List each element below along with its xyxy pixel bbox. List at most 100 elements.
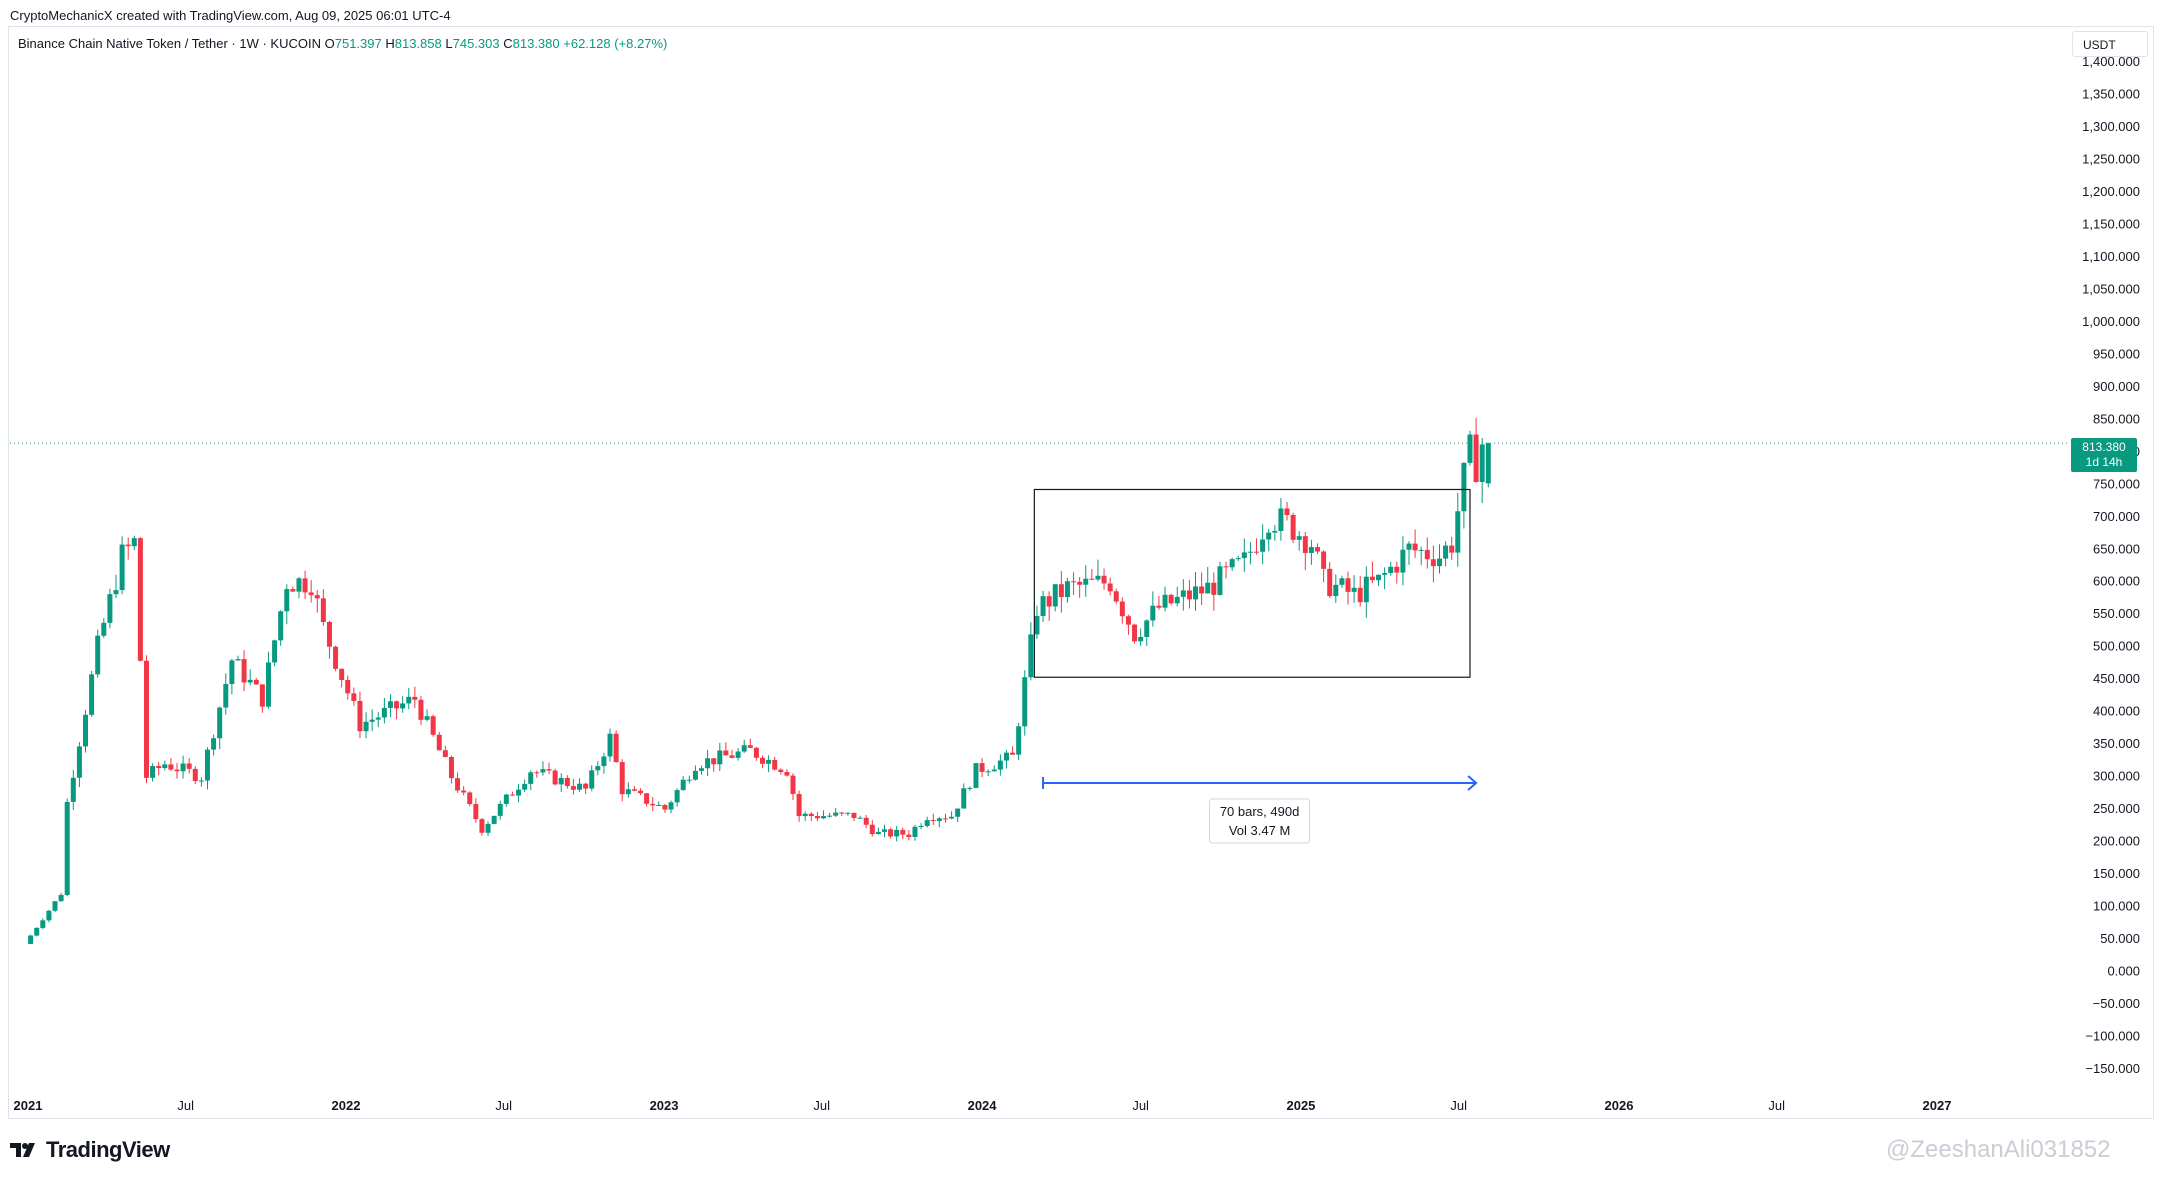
- candle-body: [729, 755, 735, 758]
- candle-body: [1095, 575, 1101, 580]
- price-axis-label: 1,150.000: [2082, 216, 2140, 231]
- price-axis-label: 1,000.000: [2082, 314, 2140, 329]
- time-axis-label: Jul: [1768, 1098, 1785, 1113]
- measure-arrow-head: [1467, 775, 1478, 791]
- low-label: L: [445, 36, 453, 51]
- candle-body: [1101, 575, 1107, 584]
- price-axis-label: 300.000: [2093, 769, 2140, 784]
- date-range-measure[interactable]: 70 bars, 490d Vol 3.47 M: [1042, 775, 1478, 844]
- candle-body: [1266, 532, 1272, 540]
- chart-credit: CryptoMechanicX created with TradingView…: [10, 8, 451, 23]
- candle-body: [198, 780, 204, 782]
- price-axis-label: 550.000: [2093, 606, 2140, 621]
- candle-body: [997, 760, 1003, 770]
- candle-body: [1168, 594, 1174, 604]
- candle-body: [1272, 530, 1278, 533]
- candle-body: [479, 819, 485, 833]
- candle-body: [607, 733, 613, 757]
- candle-body: [1223, 566, 1229, 568]
- candle-body: [1162, 594, 1168, 608]
- candle-body: [1315, 547, 1321, 552]
- candle-body: [40, 920, 46, 928]
- candle-body: [900, 829, 906, 835]
- candle-body: [491, 815, 497, 824]
- candle-body: [34, 927, 40, 936]
- time-axis[interactable]: 2021 Jul 2022 Jul 2023 Jul 2024 Jul 2025 Jul 2026 J…: [14, 1098, 1952, 1113]
- candle-body: [302, 578, 308, 593]
- candle-body: [741, 745, 747, 752]
- candle-body: [894, 829, 900, 837]
- candle-body: [89, 674, 95, 715]
- candle-body: [662, 805, 668, 810]
- tradingview-logo[interactable]: TradingView: [10, 1137, 170, 1163]
- candle-body: [1119, 601, 1125, 617]
- currency-selector[interactable]: USDT: [2072, 31, 2148, 57]
- candle-body: [1351, 587, 1357, 592]
- price-axis-label: 150.000: [2093, 866, 2140, 881]
- price-axis-label: 450.000: [2093, 671, 2140, 686]
- candle-body: [1284, 508, 1290, 515]
- candle-body: [143, 660, 149, 778]
- candle-body: [906, 834, 912, 837]
- measure-bars-label: 70 bars, 490d: [1220, 804, 1300, 819]
- open-label: O: [324, 36, 335, 51]
- candle-body: [1467, 434, 1473, 463]
- candle-body: [979, 763, 985, 772]
- candle-body: [888, 829, 894, 837]
- candle-body: [1455, 511, 1461, 553]
- candle-body: [430, 716, 436, 735]
- candle-body: [1369, 576, 1375, 581]
- candle-body: [1424, 549, 1430, 560]
- candle-body: [320, 598, 326, 622]
- candle-body: [1302, 536, 1308, 553]
- candle-body: [833, 812, 839, 816]
- candle-body: [1345, 578, 1351, 592]
- price-axis-label: 0.000: [2107, 964, 2140, 979]
- candle-body: [394, 701, 400, 709]
- candle-body: [644, 793, 650, 804]
- candle-body: [455, 778, 461, 791]
- candle-body: [448, 756, 454, 779]
- candle-body: [387, 701, 393, 708]
- candle-body: [265, 662, 271, 707]
- price-axis-label: 1,400.000: [2082, 54, 2140, 69]
- candle-body: [461, 790, 467, 793]
- candle-body: [174, 769, 180, 772]
- candle-body: [930, 820, 936, 822]
- candle-body: [1022, 677, 1028, 727]
- candle-body: [137, 538, 143, 661]
- candle-body: [424, 716, 430, 720]
- candle-body: [64, 801, 70, 896]
- candle-body: [314, 595, 320, 599]
- candle-body: [796, 793, 802, 817]
- candle-body: [564, 777, 570, 787]
- candle-body: [76, 746, 82, 778]
- price-axis-label: 1,050.000: [2082, 281, 2140, 296]
- price-axis[interactable]: 1,400.000 1,350.000 1,300.000 1,250.000 1,20…: [2082, 54, 2140, 1076]
- tradingview-brand: TradingView: [46, 1137, 170, 1162]
- time-axis-label: Jul: [495, 1098, 512, 1113]
- candle-body: [125, 544, 131, 547]
- range-rectangle[interactable]: [1033, 488, 1471, 678]
- candle-body: [650, 803, 656, 806]
- candle-body: [1040, 596, 1046, 616]
- candle-body: [827, 815, 833, 817]
- candle-body: [759, 757, 765, 764]
- candle-body: [949, 816, 955, 819]
- candle-body: [46, 910, 52, 921]
- candle-body: [381, 707, 387, 718]
- candle-body: [784, 772, 790, 776]
- candle-body: [674, 790, 680, 803]
- candle-body: [869, 824, 875, 835]
- time-axis-label: 2024: [968, 1098, 998, 1113]
- time-axis-label: Jul: [813, 1098, 830, 1113]
- candle-body: [1357, 587, 1363, 603]
- candle-body: [991, 769, 997, 772]
- candle-body: [1180, 590, 1186, 597]
- candle-body: [955, 808, 961, 817]
- candle-body: [668, 802, 674, 810]
- candle-body: [1376, 574, 1382, 581]
- candle-body: [985, 771, 991, 773]
- candle-body: [412, 696, 418, 700]
